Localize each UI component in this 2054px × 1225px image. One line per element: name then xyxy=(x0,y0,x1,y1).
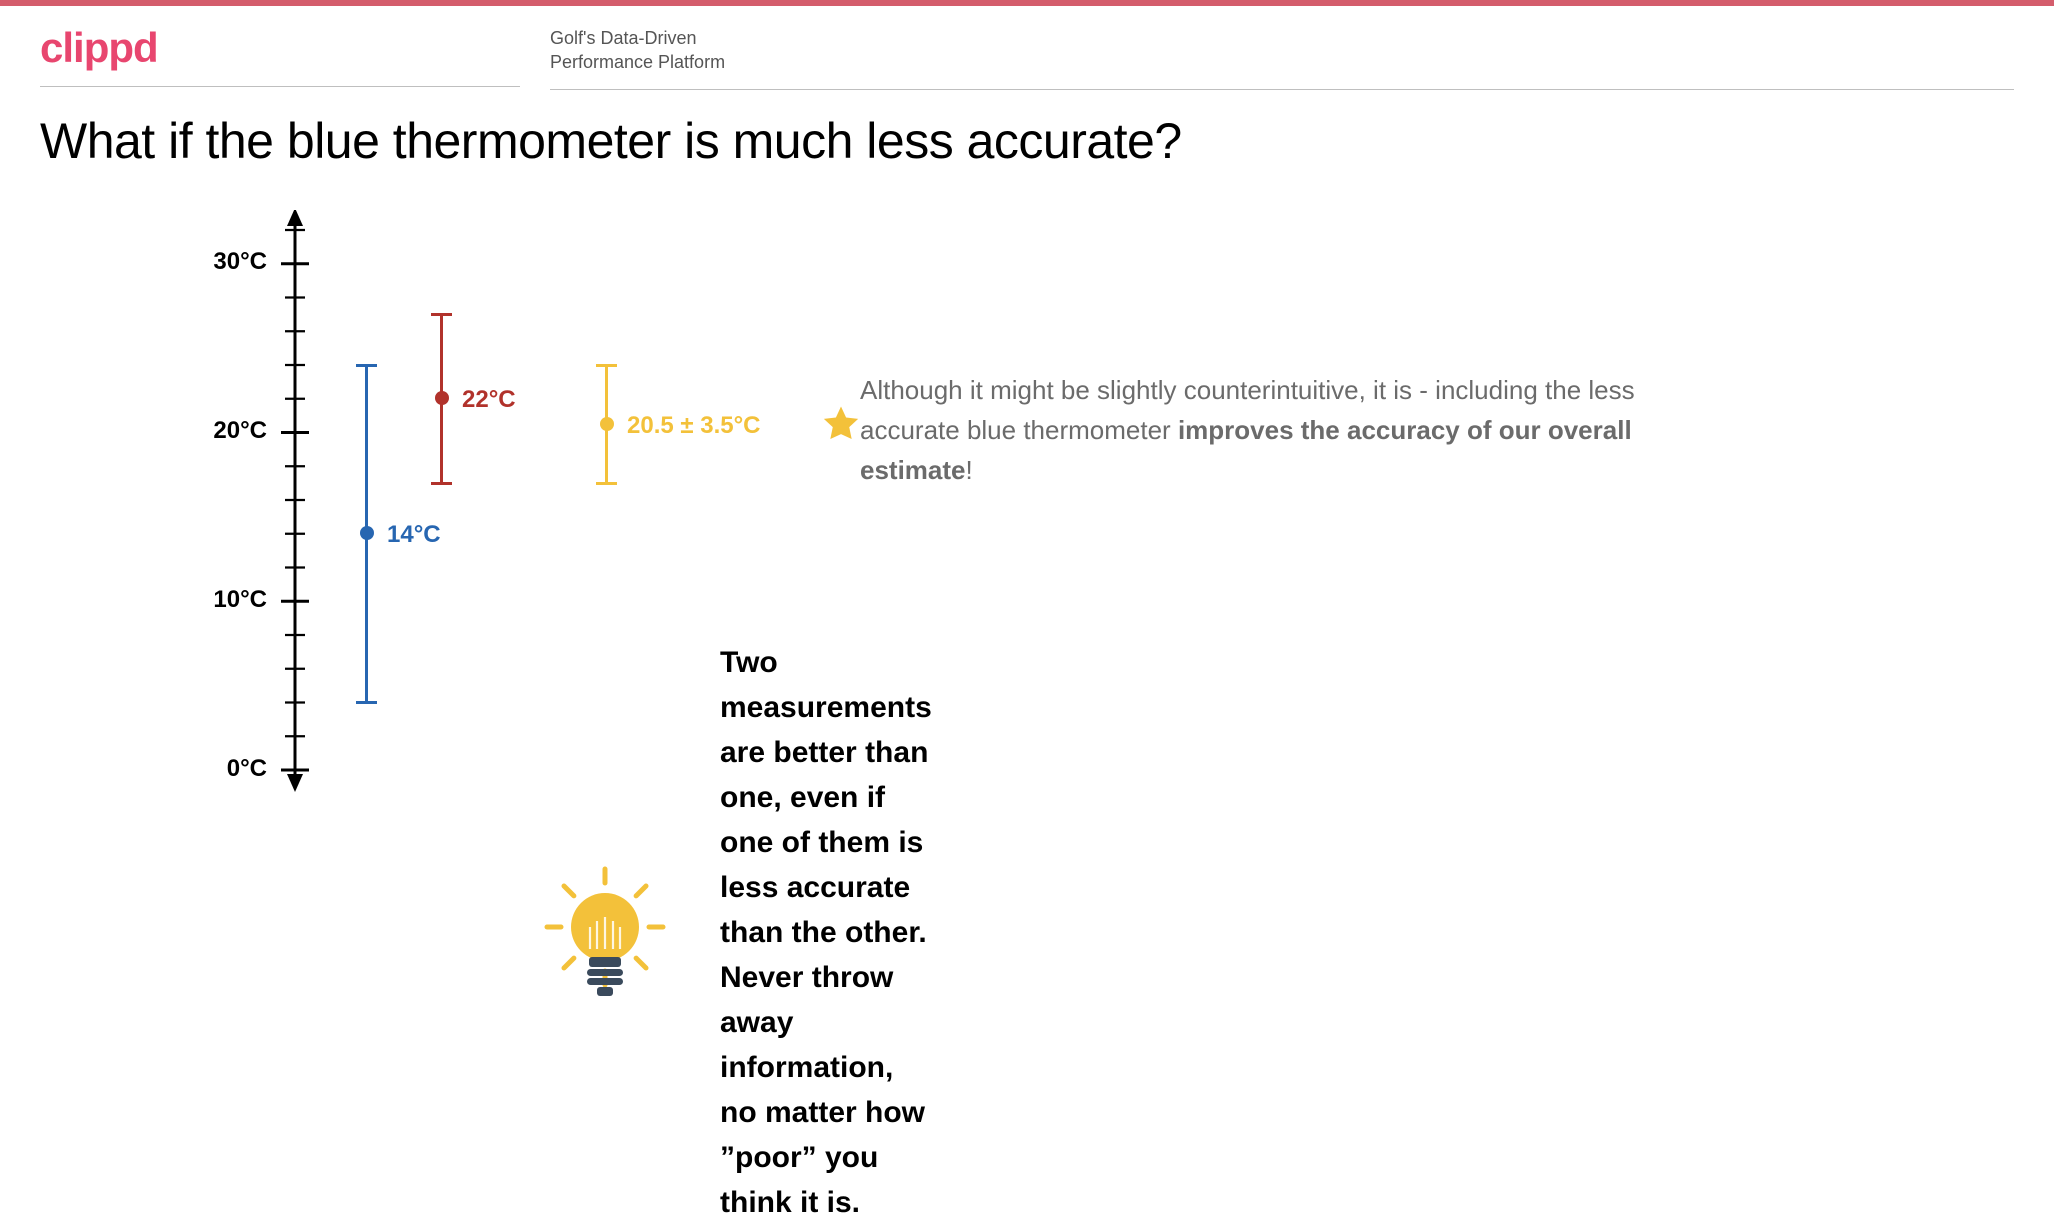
lightbulb-icon xyxy=(540,857,670,1007)
brand-tagline: Golf's Data-Driven Performance Platform xyxy=(550,26,2014,75)
star-icon xyxy=(820,403,862,445)
series-label-blue: 14°C xyxy=(387,521,441,549)
series-label-red: 22°C xyxy=(462,386,516,414)
key-message-row: Two measurements are better than one, ev… xyxy=(540,640,760,1225)
axis-label: 0°C xyxy=(227,755,267,783)
axis-label: 30°C xyxy=(213,248,267,276)
explanation-text: Although it might be slightly counterint… xyxy=(860,370,1680,491)
axis-label: 10°C xyxy=(213,586,267,614)
explanation-column: Although it might be slightly counterint… xyxy=(860,210,2014,830)
tagline-container: Golf's Data-Driven Performance Platform xyxy=(550,24,2014,90)
brand-logo: clippd xyxy=(40,24,520,72)
logo-container: clippd xyxy=(40,24,520,87)
explain-post: ! xyxy=(966,455,973,485)
series-label-yellow: 20.5 ± 3.5°C xyxy=(627,412,761,440)
header: clippd Golf's Data-Driven Performance Pl… xyxy=(0,6,2054,90)
content-row: Two measurements are better than one, ev… xyxy=(0,180,2054,830)
axis-label: 20°C xyxy=(213,417,267,445)
page-title: What if the blue thermometer is much les… xyxy=(0,90,2054,180)
key-message-text: Two measurements are better than one, ev… xyxy=(720,640,932,1225)
thermometer-chart: Two measurements are better than one, ev… xyxy=(40,210,820,830)
